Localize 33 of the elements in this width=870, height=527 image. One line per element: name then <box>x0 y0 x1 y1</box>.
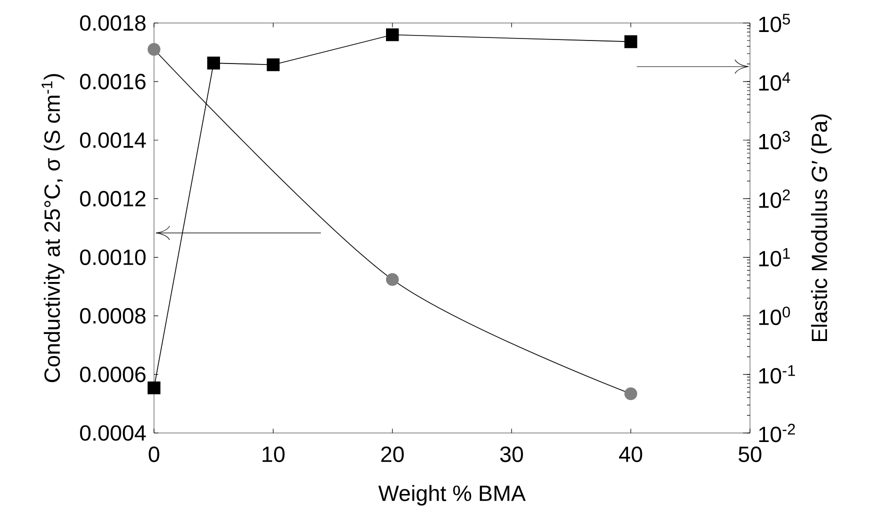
point <box>624 35 638 48</box>
x-tick-label: 40 <box>619 446 642 462</box>
x-tick-label: 10 <box>262 446 285 462</box>
x-tick-label: 0 <box>148 446 160 462</box>
y-tick-label: 0.0016 <box>80 74 146 90</box>
x-axis-title: Weight % BMA <box>378 484 526 506</box>
y-tick-label: 0.0012 <box>80 190 146 206</box>
y2-tick-label: 10$^{5}$ <box>759 14 790 32</box>
point <box>207 56 220 70</box>
point <box>148 42 160 56</box>
x-tick-label: 20 <box>381 446 404 462</box>
y2-tick-label: 10$^{-2}$ <box>759 424 795 442</box>
y-tick-label: 0.0006 <box>80 366 146 382</box>
y-tick-label: 0.0010 <box>80 249 146 266</box>
point <box>266 58 280 72</box>
y2-tick-label: 10$^{-1}$ <box>759 365 795 384</box>
x-tick-label: 30 <box>500 446 523 462</box>
y-tick-label: 0.0014 <box>80 132 146 148</box>
y2-tick-label: 10$^{2}$ <box>759 189 790 208</box>
y2-tick-label: 10$^{4}$ <box>759 72 790 91</box>
y2-tick-label: 10$^{3}$ <box>759 130 790 150</box>
y-axis-title: Conductivity at 25°C, σ (S cm$^{-1}$) <box>42 74 64 382</box>
y2-tick-label: 10$^{1}$ <box>759 248 790 266</box>
y-tick-label: 0.0004 <box>80 425 146 441</box>
point <box>386 28 399 42</box>
y2-tick-label: 10$^{0}$ <box>759 306 790 326</box>
y-tick-label: 0.0008 <box>80 308 146 324</box>
point <box>148 381 160 394</box>
x-tick-label: 50 <box>738 446 762 462</box>
point <box>386 273 399 286</box>
point <box>624 387 638 400</box>
y-tick-label: 0.0018 <box>80 15 146 31</box>
y2-axis-title: Elastic Modulus G′ (Pa) <box>811 114 832 342</box>
